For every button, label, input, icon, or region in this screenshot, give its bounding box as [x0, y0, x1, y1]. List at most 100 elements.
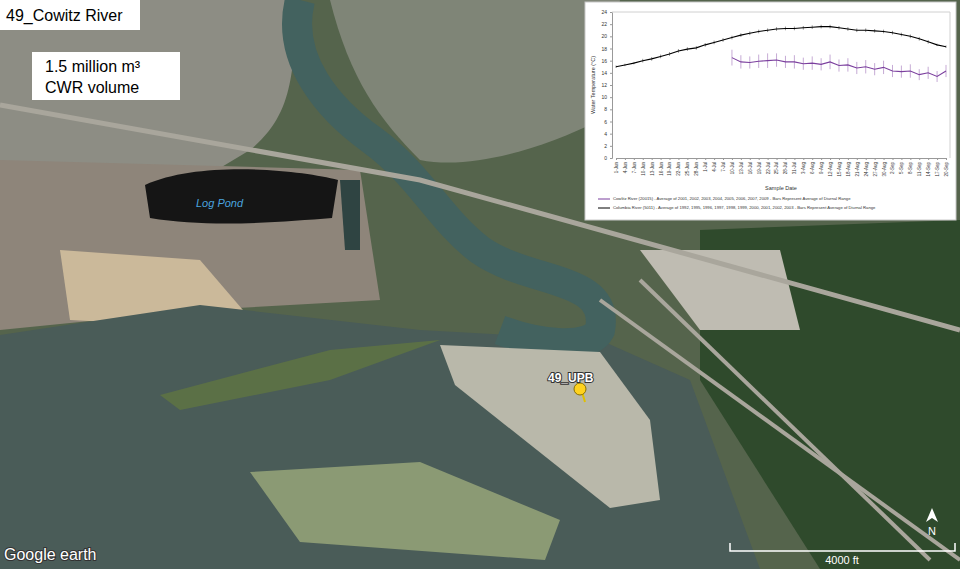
x-tick-label: 31-Jul: [792, 162, 797, 174]
x-tick-mark: [732, 158, 733, 160]
industrial-area: [0, 160, 380, 330]
x-tick-label: 27-Aug: [873, 162, 878, 177]
x-tick-label: 15-Aug: [837, 162, 842, 177]
x-tick-mark: [919, 158, 920, 160]
x-tick-label: 9-Aug: [819, 162, 824, 175]
y-tick-label: 2: [604, 143, 607, 149]
x-tick-label: 1-Jun: [614, 162, 619, 174]
site-label: 49_UPB: [548, 371, 594, 385]
x-tick: 4-Jun: [623, 158, 628, 173]
highway: [640, 280, 930, 560]
x-tick-mark: [741, 158, 742, 160]
x-tick-mark: [652, 158, 653, 160]
x-tick: 16-Jun: [659, 158, 664, 176]
x-tick-mark: [875, 158, 876, 160]
legend-label: Columbia River (5011) - Average of 1992,…: [613, 205, 876, 210]
x-tick-mark: [670, 158, 671, 160]
x-tick: 19-Jun: [667, 158, 672, 176]
y-tick-mark: [610, 122, 612, 123]
x-tick-mark: [616, 158, 617, 160]
x-tick-mark: [687, 158, 688, 160]
x-tick: 9-Aug: [819, 158, 824, 174]
chart-background: [585, 2, 956, 220]
x-tick-label: 11-Sep: [917, 162, 922, 177]
x-tick-mark: [678, 158, 679, 160]
x-tick-label: 7-Jul: [721, 162, 726, 172]
x-tick-label: 24-Aug: [864, 162, 869, 177]
map-labels: 49_Cowitz River1.5 million m³CWR volumeL…: [0, 0, 955, 566]
x-tick-mark: [910, 158, 911, 160]
columbia-river: [0, 305, 760, 569]
x-tick-label: 25-Jun: [685, 162, 690, 176]
x-tick-mark: [750, 158, 751, 160]
y-tick-mark: [610, 85, 612, 86]
x-tick-mark: [803, 158, 804, 160]
volume-box: [32, 52, 180, 100]
x-tick-mark: [821, 158, 822, 160]
y-tick-label: 22: [601, 21, 607, 27]
x-tick: 2-Sep: [890, 158, 895, 174]
log-pond-label: Log Pond: [196, 197, 244, 209]
x-tick-label: 28-Jun: [694, 162, 699, 176]
y-tick-label: 0: [604, 155, 607, 161]
y-tick-mark: [610, 146, 612, 147]
x-tick-label: 2-Sep: [890, 162, 895, 175]
x-tick-mark: [866, 158, 867, 160]
y-tick-label: 6: [604, 119, 607, 125]
x-tick: 21-Aug: [855, 158, 860, 177]
cowlitz-river: [297, 0, 601, 343]
x-tick-label: 1-Jul: [703, 162, 708, 172]
x-tick: 10-Jul: [730, 158, 735, 174]
y-tick-label: 18: [601, 46, 607, 52]
x-tick: 3-Aug: [801, 158, 806, 174]
x-tick-mark: [857, 158, 858, 160]
x-tick-mark: [901, 158, 902, 160]
y-tick-label: 10: [601, 94, 607, 100]
y-tick: 14: [601, 70, 612, 76]
x-tick: 15-Aug: [837, 158, 842, 177]
x-tick: 18-Aug: [846, 158, 851, 177]
scale-label: 4000 ft: [825, 554, 859, 566]
x-axis-line: [617, 159, 947, 161]
x-tick-mark: [785, 158, 786, 160]
x-tick: 19-Jul: [757, 158, 762, 174]
x-tick-mark: [696, 158, 697, 160]
highway: [600, 300, 960, 560]
land: [0, 0, 960, 569]
x-tick-label: 14-Sep: [926, 162, 931, 177]
x-tick-mark: [830, 158, 831, 160]
log-pond: [145, 169, 338, 223]
x-tick-label: 16-Jul: [748, 162, 753, 174]
map-view: 49_Cowitz River1.5 million m³CWR volumeL…: [0, 0, 960, 569]
x-tick-label: 8-Sep: [908, 162, 913, 175]
title-box: [0, 0, 140, 30]
y-tick: 20: [601, 33, 612, 39]
x-tick-label: 25-Jul: [774, 162, 779, 174]
x-tick: 1-Jun: [614, 158, 619, 173]
legend: Cowlitz River (20015) - Average of 2001,…: [598, 196, 876, 210]
volume-label: CWR volume: [45, 79, 139, 96]
x-tick-mark: [794, 158, 795, 160]
x-tick-mark: [928, 158, 929, 160]
y-tick-label: 20: [601, 33, 607, 39]
legend-swatch: [598, 208, 610, 209]
x-tick-mark: [643, 158, 644, 160]
x-tick-label: 30-Aug: [882, 162, 887, 177]
lower-island: [250, 462, 560, 560]
aerial-background: [0, 0, 960, 569]
x-tick-label: 4-Jul: [712, 162, 717, 172]
x-tick: 4-Jul: [712, 158, 717, 172]
x-tick: 7-Jun: [632, 158, 637, 173]
north-arrow: [926, 508, 938, 522]
y-tick-mark: [610, 61, 612, 62]
x-tick: 12-Aug: [828, 158, 833, 177]
y-tick: 16: [601, 58, 612, 64]
north-label: N: [928, 525, 936, 537]
y-tick-label: 4: [604, 131, 607, 137]
x-tick-label: 16-Jun: [659, 162, 664, 176]
x-tick: 11-Sep: [917, 158, 922, 176]
x-tick: 13-Jun: [650, 158, 655, 176]
y-tick: 18: [601, 46, 612, 52]
y-tick-mark: [610, 24, 612, 25]
x-tick-mark: [884, 158, 885, 160]
